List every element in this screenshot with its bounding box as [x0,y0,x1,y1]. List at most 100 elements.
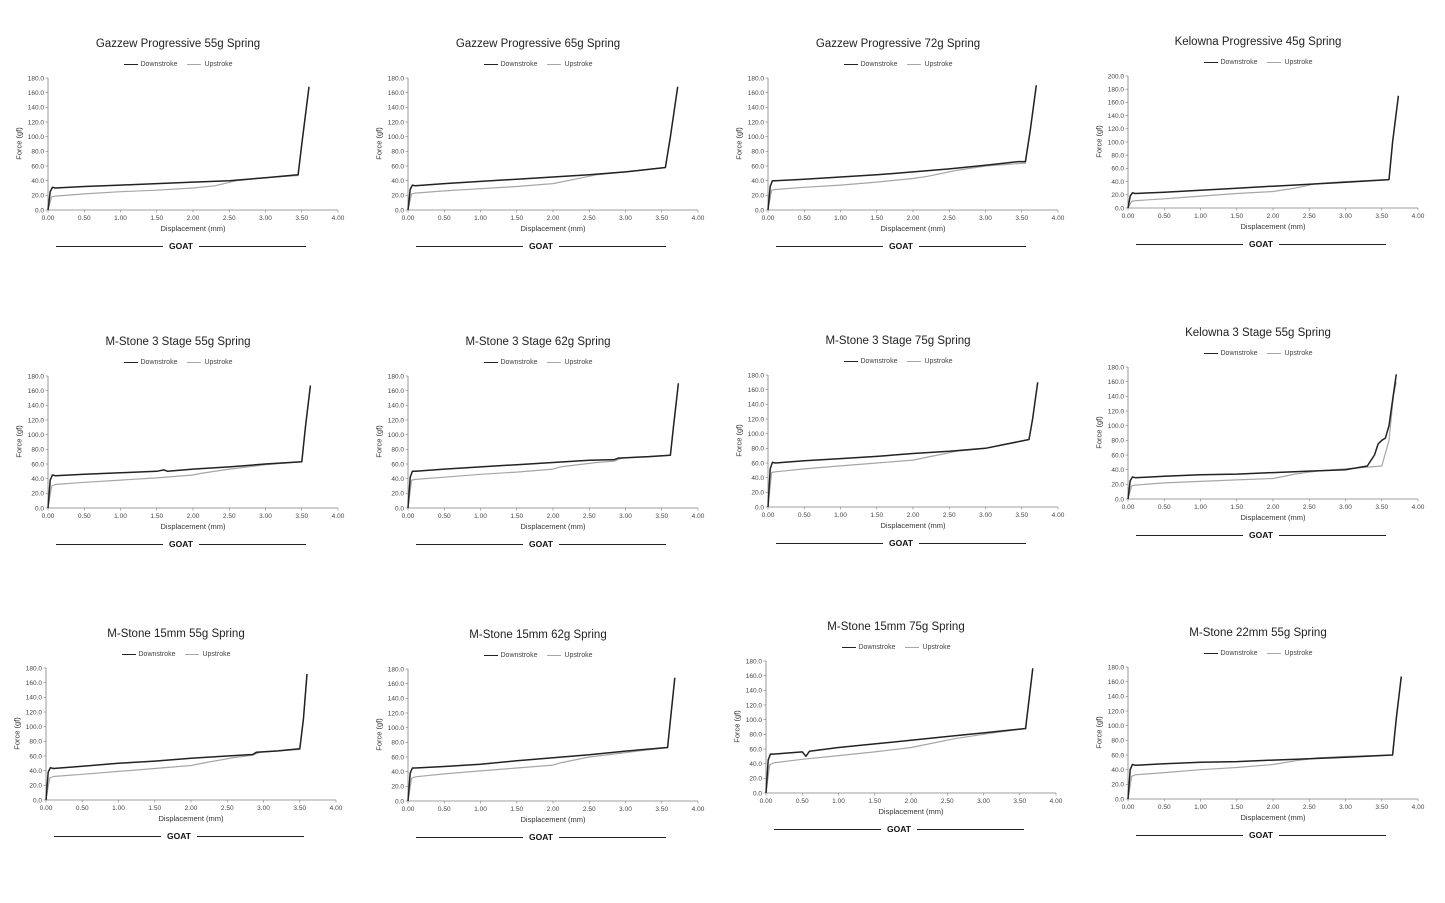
legend-label: Upstroke [204,61,233,68]
y-tick-label: 100.0 [748,134,765,141]
chart-legend: Downstroke Upstroke [726,644,1066,651]
x-tick-label: 1.50 [870,215,883,222]
y-tick-label: 140.0 [748,105,765,112]
legend-label: Downstroke [500,359,538,366]
chart-legend: Downstroke Upstroke [6,651,346,658]
x-tick-label: 3.50 [293,805,306,812]
x-tick-label: 3.00 [979,215,992,222]
x-tick-label: 0.00 [1122,504,1135,511]
series-line-upstroke [47,385,311,509]
chart-title: Gazzew Progressive 65g Spring [455,38,621,50]
y-tick-label: 160.0 [746,673,763,680]
caption-label: GOAT [523,241,559,251]
legend-item-upstroke: Upstroke [1267,350,1312,357]
x-tick-label: 0.00 [42,513,55,520]
legend-label: Upstroke [204,359,233,366]
series-line-downstroke [765,668,1034,794]
series-line-downstroke [767,85,1038,211]
y-tick-label: 60.0 [751,163,764,170]
y-tick-label: 40.0 [29,768,42,775]
y-tick-label: 0.0 [395,505,404,512]
series-line-upstroke [1127,95,1399,209]
x-tick-label: 2.00 [1267,504,1280,511]
legend-item-upstroke: Upstroke [907,358,952,365]
chart-11: M-Stone 15mm 75g Spring Downstroke Upstrok… [726,617,1066,857]
y-tick-label: 180.0 [388,666,405,673]
legend-item-upstroke: Upstroke [187,61,232,68]
legend-swatch [121,653,136,655]
y-tick-label: 160.0 [28,90,45,97]
chart-1: Gazzew Progressive 55g Spring Downstroke U… [8,34,348,274]
chart-5: M-Stone 3 Stage 55g Spring Downstroke Upst… [8,332,348,572]
y-tick-label: 160.0 [28,388,45,395]
series-line-downstroke [1127,676,1403,800]
x-tick-label: 2.50 [223,513,236,520]
y-tick-label: 0.0 [33,797,42,804]
x-tick-label: 3.00 [619,215,632,222]
x-tick-label: 2.00 [907,512,920,519]
legend-swatch [1203,61,1218,63]
y-tick-label: 140.0 [28,403,45,410]
x-tick-label: 1.00 [1194,804,1207,811]
chart-title: Gazzew Progressive 72g Spring [815,38,981,50]
x-tick-label: 1.50 [868,798,881,805]
legend-label: Upstroke [924,358,953,365]
y-tick-label: 80.0 [1111,438,1124,445]
series-line-downstroke [47,385,312,509]
legend-swatch [907,63,922,65]
y-tick-label: 140.0 [1108,694,1125,701]
y-tick-label: 60.0 [29,753,42,760]
x-tick-label: 2.00 [1267,804,1280,811]
x-tick-label: 3.50 [655,806,668,813]
y-tick-label: 0.0 [1115,796,1124,803]
x-tick-label: 2.50 [583,215,596,222]
x-tick-label: 2.00 [1267,213,1280,220]
x-tick-label: 3.00 [259,215,272,222]
x-tick-label: 0.50 [798,215,811,222]
series-line-upstroke [407,383,679,509]
y-tick-label: 0.0 [1115,205,1124,212]
caption-label: GOAT [1243,530,1279,540]
y-tick-label: 200.0 [1108,73,1125,80]
legend-swatch [123,361,138,363]
chart-title: M-Stone 3 Stage 75g Spring [825,335,971,347]
series-line-upstroke [407,677,676,802]
chart-title: Kelowna 3 Stage 55g Spring [1185,327,1331,339]
legend-label: Downstroke [860,358,898,365]
x-tick-label: 3.50 [655,215,668,222]
legend-label: Upstroke [922,644,951,651]
y-tick-label: 40.0 [1111,179,1124,186]
x-tick-label: 3.50 [1375,804,1388,811]
y-tick-label: 160.0 [1108,679,1125,686]
y-tick-label: 0.0 [753,790,762,797]
chart-plot: 0.0 20.0 40.0 60.0 80.0 100.0 120.0 140.0 160.0 1… [748,75,1065,222]
y-tick-label: 180.0 [388,373,405,380]
y-tick-label: 60.0 [1111,752,1124,759]
y-tick-label: 20.0 [751,193,764,200]
y-tick-label: 120.0 [28,119,45,126]
y-tick-label: 120.0 [26,709,43,716]
chart-plot: 0.0 20.0 40.0 60.0 80.0 100.0 120.0 140.0 160.0 1… [1108,364,1425,511]
legend-swatch [1203,652,1218,654]
y-tick-label: 40.0 [391,476,404,483]
x-tick-label: 0.50 [1158,804,1171,811]
x-tick-label: 0.00 [40,805,53,812]
x-tick-label: 4.00 [332,215,345,222]
legend-item-downstroke: Downstroke [483,359,538,366]
legend-swatch [547,361,562,363]
chart-legend: Downstroke Upstroke [728,358,1068,365]
y-tick-label: 140.0 [388,105,405,112]
x-tick-label: 1.00 [112,805,125,812]
y-tick-label: 0.0 [395,207,404,214]
x-tick-label: 4.00 [332,513,345,520]
x-tick-label: 1.50 [870,512,883,519]
y-tick-label: 40.0 [31,476,44,483]
chart-plot: 0.0 20.0 40.0 60.0 80.0 100.0 120.0 140.0 160.0 1… [26,665,343,812]
x-axis-label: Displacement (mm) [1240,513,1306,522]
x-axis-label: Displacement (mm) [520,522,586,531]
chart-legend: Downstroke Upstroke [8,359,348,366]
chart-plot: 0.0 20.0 40.0 60.0 80.0 100.0 120.0 140.0 160.0 1… [28,75,345,222]
y-tick-label: 160.0 [26,680,43,687]
series-line-upstroke [1127,381,1397,500]
legend-item-downstroke: Downstroke [843,358,898,365]
